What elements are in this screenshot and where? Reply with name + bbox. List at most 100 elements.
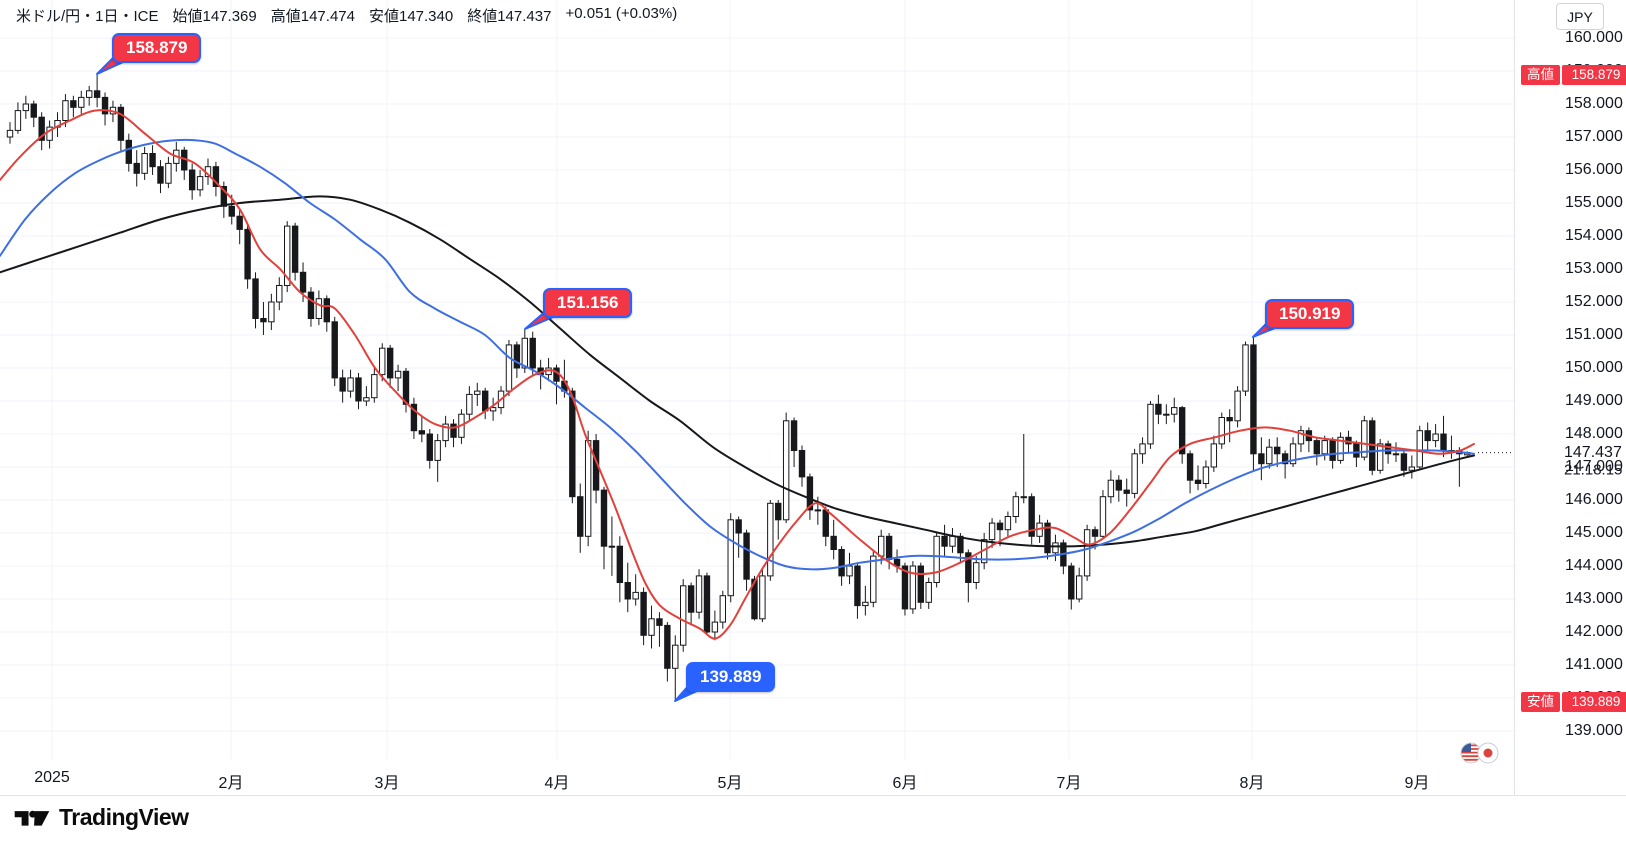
candle-body-down <box>569 390 576 498</box>
price-callout-158879[interactable]: 158.879 <box>112 33 202 63</box>
candle-body-down <box>941 535 948 547</box>
candle-body-up <box>608 545 616 548</box>
candle-body-up <box>1012 496 1020 518</box>
candle-body-down <box>402 370 410 405</box>
candle-body-down <box>703 575 711 633</box>
candle-body-up <box>632 591 639 600</box>
change-value: +0.051 (+0.03%) <box>565 5 678 22</box>
candle-body-down <box>101 96 109 115</box>
candle-body-up <box>1171 407 1178 415</box>
candle-body-up <box>62 100 69 121</box>
time-axis[interactable]: 2025 2月 3月 4月 5月 6月 7月 8月 9月 <box>0 759 1514 795</box>
candle-body-down <box>1250 344 1257 455</box>
candle-body-down <box>1068 565 1075 600</box>
candle-body-up <box>1337 436 1344 461</box>
price-tick-label: 149.000 <box>1565 392 1623 409</box>
candle-body-down <box>687 585 695 613</box>
candle-body-up <box>1297 430 1305 445</box>
candle-body-up <box>973 562 980 584</box>
candle-body-down <box>1400 453 1408 471</box>
candle-body-up <box>1242 344 1249 392</box>
candle-body-down <box>1329 440 1336 461</box>
open-value: 始値147.369 <box>172 8 257 25</box>
candle-body-up <box>1004 516 1012 531</box>
candle-body-up <box>933 535 940 583</box>
symbol-title[interactable]: 米ドル/円・1日・ICE <box>16 8 159 25</box>
candle-body-down <box>386 347 394 379</box>
price-callout-139889[interactable]: 139.889 <box>686 662 776 692</box>
price-tick-label: 157.000 <box>1565 128 1623 145</box>
candle-body-down <box>1440 433 1447 451</box>
candle-body-up <box>949 535 956 547</box>
candle-body-down <box>299 271 307 293</box>
candle-body-up <box>680 585 687 646</box>
candle-body-down <box>339 377 346 392</box>
candle-body-down <box>450 423 457 438</box>
candle-body-down <box>735 519 742 534</box>
candle-body-up <box>442 423 449 442</box>
time-tick-label: 7月 <box>1056 775 1082 792</box>
candle-body-up <box>1392 453 1400 456</box>
candle-body-up <box>1234 390 1241 422</box>
candle-body-down <box>133 162 140 174</box>
tradingview-logo[interactable]: TradingView <box>14 804 189 831</box>
candle-body-down <box>1115 479 1122 491</box>
candle-body-down <box>228 205 235 217</box>
candle-body-down <box>1123 489 1130 494</box>
close-value: 終値147.437 <box>467 8 552 25</box>
candle-body-up <box>1361 420 1368 458</box>
time-tick-label: 9月 <box>1404 775 1430 792</box>
candle-body-down <box>965 552 972 583</box>
price-tick-label: 156.000 <box>1565 161 1623 178</box>
candle-body-up <box>1147 403 1154 445</box>
candle-body-up <box>268 301 275 323</box>
candle-body-down <box>885 535 893 560</box>
candle-body-down <box>917 565 924 603</box>
candle-body-down <box>307 291 315 320</box>
bar-countdown-timer: 21:18:15 <box>1564 461 1623 479</box>
symbol-info-bar: 米ドル/円・1日・ICE 始値147.369 高値147.474 安値147.3… <box>16 5 677 26</box>
price-tick-label: 153.000 <box>1565 260 1623 277</box>
candle-body-up <box>1107 479 1115 498</box>
candle-body-up <box>379 347 386 376</box>
candle-body-up <box>46 126 53 141</box>
candle-body-down <box>1258 453 1265 465</box>
candle-body-down <box>70 100 77 108</box>
candle-body-up <box>1321 440 1328 455</box>
candle-body-down <box>212 166 220 187</box>
low-value: 安値147.340 <box>368 8 454 25</box>
price-tick-label: 154.000 <box>1565 227 1623 244</box>
price-callout-151156[interactable]: 151.156 <box>543 288 633 318</box>
candle-body-up <box>672 644 679 669</box>
candle-body-up <box>727 519 734 597</box>
chart-plot-canvas[interactable] <box>0 0 1514 760</box>
candle-body-down <box>1424 430 1431 442</box>
candle-body-up <box>505 344 513 392</box>
price-tick-label: 144.000 <box>1565 557 1623 574</box>
price-tick-label: 147.000 <box>1565 458 1623 475</box>
time-tick-label: 8月 <box>1239 775 1265 792</box>
candle-body-up <box>394 370 402 379</box>
candle-body-up <box>1202 466 1210 484</box>
time-tick-label: 4月 <box>544 775 570 792</box>
price-axis[interactable]: 160.000159.000158.000157.000156.000155.0… <box>1514 0 1626 795</box>
instrument-flags-icon <box>1460 741 1502 770</box>
candle-body-up <box>78 96 85 108</box>
candle-body-down <box>220 186 228 207</box>
time-tick-label: 3月 <box>374 775 400 792</box>
candle-body-down <box>600 489 608 547</box>
tradingview-logo-text: TradingView <box>59 804 189 830</box>
candle-body-up <box>489 407 497 412</box>
candle-body-up <box>466 393 473 415</box>
candle-body-up <box>846 565 853 577</box>
candle-body-down <box>410 403 418 432</box>
candle-body-up <box>1163 413 1170 416</box>
candle-body-up <box>363 397 370 402</box>
candle-body-down <box>331 321 338 379</box>
time-tick-label: 2月 <box>218 775 244 792</box>
candle-body-up <box>276 285 283 303</box>
candle-body-up <box>814 509 822 512</box>
currency-toggle-button[interactable]: JPY <box>1556 3 1604 30</box>
price-callout-150919[interactable]: 150.919 <box>1265 299 1355 329</box>
candle-body-up <box>371 374 378 399</box>
